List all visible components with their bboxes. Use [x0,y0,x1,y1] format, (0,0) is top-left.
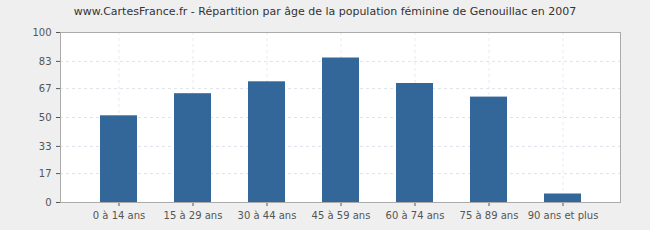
svg-text:0: 0 [45,197,51,208]
svg-text:15 à 29 ans: 15 à 29 ans [164,210,223,221]
svg-text:60 à 74 ans: 60 à 74 ans [386,210,445,221]
svg-text:50: 50 [39,112,52,123]
svg-text:67: 67 [39,83,52,94]
svg-text:0 à 14 ans: 0 à 14 ans [93,210,145,221]
svg-text:100: 100 [32,27,51,38]
svg-text:83: 83 [39,56,52,67]
svg-text:17: 17 [39,168,52,179]
html-text:www.CartesFrance.fr - Répartit: www.CartesFrance.fr - Répartition par âg… [73,5,577,18]
svg-text:30 à 44 ans: 30 à 44 ans [238,210,297,221]
svg-text:90 ans et plus: 90 ans et plus [528,210,599,221]
svg-text:33: 33 [39,141,52,152]
svg-text:45 à 59 ans: 45 à 59 ans [312,210,371,221]
svg-text:75 à 89 ans: 75 à 89 ans [460,210,519,221]
